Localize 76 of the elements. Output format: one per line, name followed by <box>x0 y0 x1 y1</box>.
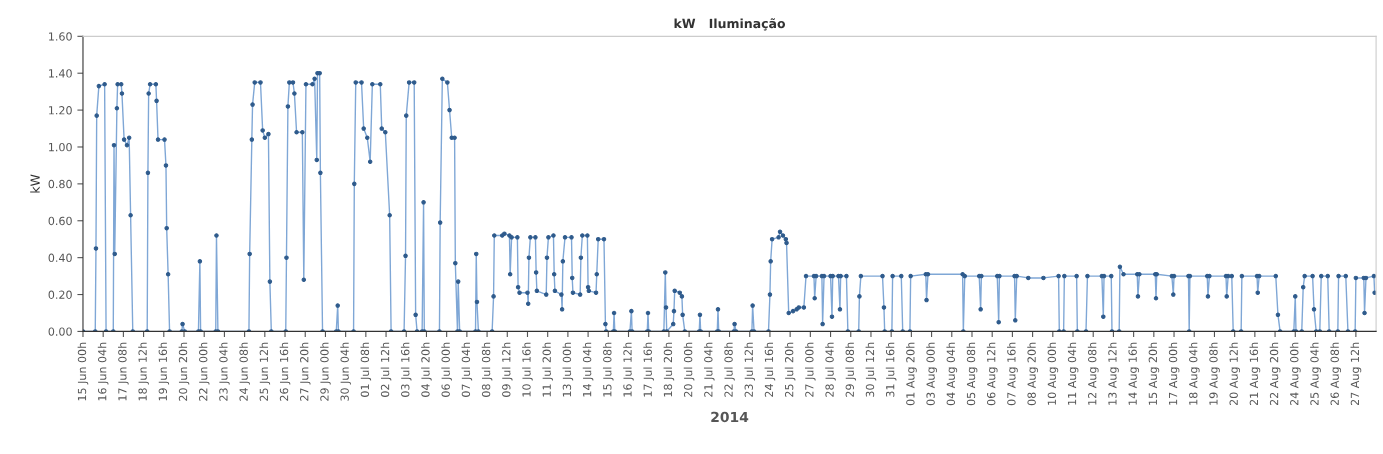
chart-title: kW Iluminação <box>674 18 786 31</box>
y-tick-label: 1.60 <box>49 32 72 41</box>
x-tick-label: 10 Jul 16h <box>522 342 533 397</box>
x-tick-label: 17 Aug 00h <box>1168 342 1180 405</box>
y-tick-label: 0.20 <box>48 290 72 299</box>
y-tick-label: 1.20 <box>49 106 72 115</box>
x-tick-label: 15 Jul 08h <box>602 342 614 397</box>
x-tick-label: 21 Aug 16h <box>1249 342 1261 406</box>
x-tick-label: 22 Jun 00h <box>198 342 210 401</box>
x-tick-label: 12 Aug 08h <box>1087 342 1099 405</box>
x-tick-label: 23 Jul 12h <box>744 342 756 397</box>
x-tick-label: 26 Jun 16h <box>279 342 291 401</box>
x-tick-label: 08 Aug 20h <box>1027 342 1038 406</box>
x-tick-label: 04 Aug 04h <box>946 342 958 406</box>
x-tick-label: 19 Aug 08h <box>1209 342 1220 405</box>
x-tick-label: 03 Aug 00h <box>926 342 937 406</box>
x-tick-label: 06 Jul 00h <box>441 342 452 397</box>
x-tick-label: 25 Jun 12h <box>259 342 271 401</box>
x-tick-label: 29 Jun 00h <box>320 342 331 401</box>
x-tick-label: 05 Aug 08h <box>966 342 978 406</box>
x-tick-label: 22 Jul 08h <box>724 342 735 397</box>
y-tick-label: 0.00 <box>48 327 72 336</box>
x-tick-label: 30 Jul 12h <box>865 342 877 397</box>
x-tick-label: 27 Aug 12h <box>1350 342 1362 406</box>
x-tick-label: 29 Jul 08h <box>845 342 857 397</box>
x-tick-label: 20 Aug 12h <box>1229 342 1241 406</box>
x-tick-label: 27 Jun 20h <box>299 342 311 401</box>
x-tick-label: 26 Aug 08h <box>1330 342 1342 406</box>
x-tick-label: 24 Jul 16h <box>764 342 776 397</box>
y-tick-label: 1.40 <box>49 69 72 78</box>
x-tick-label: 01 Jul 08h <box>360 342 372 397</box>
x-tick-label: 17 Jun 08h <box>118 342 129 401</box>
x-tick-label: 06 Aug 12h <box>986 342 998 406</box>
x-tick-label: 11 Jul 20h <box>542 342 553 397</box>
x-tick-label: 03 Jul 16h <box>400 342 412 397</box>
x-tick-label: 24 Jun 08h <box>239 342 250 401</box>
y-tick-label: 0.80 <box>48 179 72 189</box>
x-tick-label: 24 Aug 00h <box>1289 342 1301 406</box>
y-axis-title: kW <box>30 174 40 193</box>
x-tick-label: 25 Jul 20h <box>784 342 796 397</box>
y-tick-label: 1.00 <box>49 142 72 152</box>
x-tick-label: 14 Jul 04h <box>582 342 594 397</box>
x-tick-label: 23 Jun 04h <box>219 342 230 401</box>
x-tick-label: 02 Jul 12h <box>380 342 392 397</box>
x-tick-label: 30 Jun 04h <box>340 342 351 401</box>
x-tick-label: 18 Jun 12h <box>138 342 149 401</box>
x-tick-label: 07 Jul 04h <box>461 342 473 397</box>
x-tick-label: 09 Jul 12h <box>501 342 513 397</box>
x-tick-label: 07 Aug 16h <box>1007 342 1018 406</box>
x-tick-label: 16 Jun 04h <box>97 342 109 401</box>
x-tick-label: 31 Jul 16h <box>885 342 897 397</box>
x-tick-label: 01 Aug 20h <box>906 342 917 406</box>
x-tick-label: 08 Jul 08h <box>481 342 493 397</box>
x-tick-label: 20 Jun 20h <box>178 342 190 401</box>
x-tick-label: 15 Jun 00h <box>77 342 89 401</box>
x-tick-label: 18 Aug 04h <box>1188 342 1200 405</box>
x-tick-label: 13 Aug 12h <box>1108 342 1119 405</box>
x-tick-label: 19 Jun 16h <box>158 342 170 401</box>
x-tick-label: 27 Jul 00h <box>804 342 816 397</box>
x-tick-label: 28 Jul 04h <box>825 342 836 397</box>
x-tick-label: 15 Aug 20h <box>1148 342 1160 405</box>
x-tick-label: 20 Jul 00h <box>683 342 695 397</box>
x-tick-label: 10 Aug 00h <box>1047 342 1059 405</box>
x-tick-label: 21 Jul 04h <box>703 342 715 397</box>
x-axis-title: 2014 <box>711 411 749 423</box>
x-tick-label: 25 Aug 04h <box>1310 342 1321 406</box>
x-tick-label: 17 Jul 16h <box>643 342 654 397</box>
x-tick-label: 18 Jul 20h <box>663 342 675 397</box>
y-tick-label: 0.60 <box>48 216 72 226</box>
x-tick-label: 16 Jul 12h <box>623 342 634 397</box>
x-tick-label: 04 Jul 20h <box>421 342 432 397</box>
x-tick-label: 22 Aug 20h <box>1269 342 1281 406</box>
x-tick-label: 11 Aug 04h <box>1067 342 1079 405</box>
x-tick-label: 13 Jul 00h <box>562 342 574 397</box>
x-tick-label: 14 Aug 16h <box>1128 342 1139 405</box>
y-tick-label: 0.40 <box>48 253 72 263</box>
